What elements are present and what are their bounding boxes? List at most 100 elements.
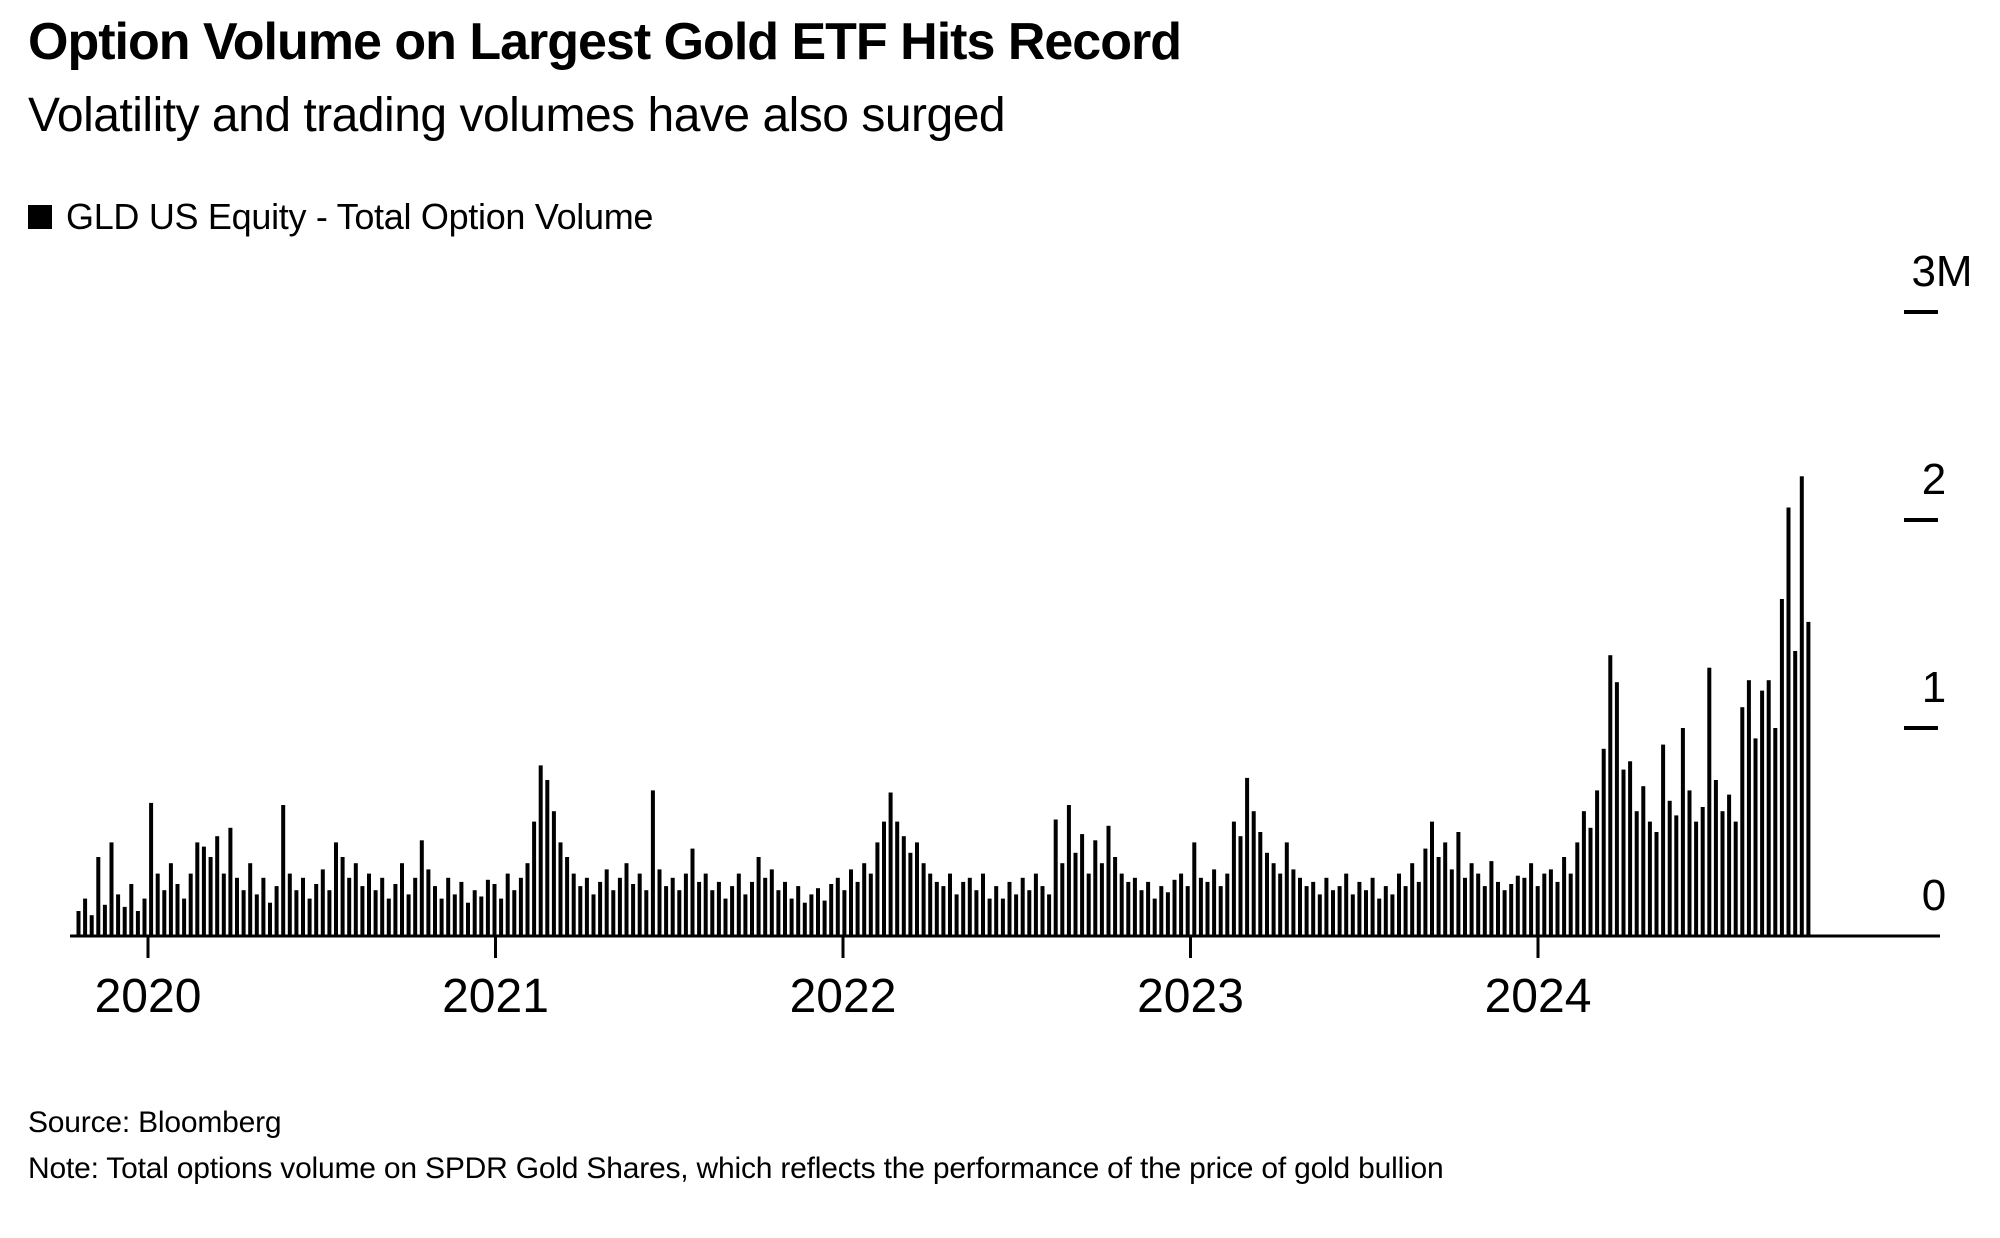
volume-bar: [274, 886, 279, 936]
volume-bar: [1766, 680, 1771, 936]
volume-bar: [1185, 886, 1190, 936]
volume-bar: [835, 877, 840, 936]
volume-bar: [1793, 651, 1798, 936]
volume-bar: [532, 821, 537, 936]
volume-bar: [287, 873, 292, 936]
volume-bar: [466, 902, 470, 936]
volume-bar: [1588, 827, 1593, 936]
volume-bar: [934, 881, 939, 936]
volume-bar: [76, 911, 81, 936]
volume-bar: [816, 888, 820, 936]
volume-bar: [1139, 890, 1144, 936]
volume-bar: [1707, 667, 1712, 936]
volume-bar: [1119, 873, 1124, 936]
volume-bar: [1159, 886, 1164, 936]
volume-bar: [1106, 825, 1111, 936]
volume-bar: [406, 894, 411, 936]
volume-bar: [1621, 769, 1626, 936]
volume-bar: [1416, 881, 1421, 936]
volume-bar: [1172, 879, 1177, 936]
volume-bar: [776, 890, 781, 936]
volume-bar: [347, 877, 352, 936]
volume-bar: [723, 898, 728, 936]
volume-bar: [1027, 890, 1032, 936]
volume-bar: [1060, 863, 1065, 936]
volume-bar: [1278, 873, 1283, 936]
volume-bar: [149, 802, 154, 936]
volume-bar: [1192, 842, 1197, 936]
volume-bar: [89, 915, 94, 936]
volume-bar: [584, 877, 589, 936]
volume-bar: [1727, 794, 1732, 936]
volume-bar: [459, 881, 464, 936]
volume-bar: [703, 873, 708, 936]
volume-bar: [657, 869, 662, 936]
volume-bar: [796, 886, 801, 936]
y-tick-label: 2: [1922, 455, 1946, 504]
volume-bar: [1720, 811, 1725, 936]
volume-bar: [538, 765, 543, 936]
volume-bar: [439, 898, 444, 936]
volume-bar: [268, 902, 272, 936]
volume-bar: [1746, 680, 1751, 936]
volume-bar: [334, 842, 338, 936]
volume-bar: [598, 881, 603, 936]
volume-bar: [1033, 873, 1038, 936]
volume-bar: [809, 894, 814, 936]
volume-bar: [142, 898, 147, 936]
volume-bar: [195, 842, 200, 936]
volume-bar: [908, 852, 913, 936]
volume-bar: [83, 898, 88, 936]
volume-bar: [571, 873, 576, 936]
volume-bar: [1337, 886, 1342, 936]
volume-bar: [512, 890, 517, 936]
volume-bar: [1271, 863, 1276, 936]
volume-bar: [1403, 886, 1408, 936]
volume-bar: [750, 881, 754, 936]
volume-bar: [868, 873, 873, 936]
volume-bar: [1238, 836, 1243, 936]
volume-bar: [1304, 886, 1309, 936]
volume-bar: [1482, 886, 1487, 936]
volume-bar: [1641, 786, 1646, 936]
volume-bar: [1575, 842, 1580, 936]
volume-bar: [1542, 873, 1547, 936]
volume-bar: [215, 836, 220, 936]
volume-bar: [611, 890, 616, 936]
volume-bar: [545, 780, 550, 936]
volume-bar: [1093, 840, 1098, 936]
volume-bar: [1311, 881, 1316, 936]
volume-bar: [1179, 873, 1184, 936]
volume-bar: [485, 879, 490, 936]
volume-bar: [1694, 821, 1699, 936]
volume-bar: [492, 884, 497, 936]
volume-bar: [1126, 881, 1131, 936]
volume-bar: [1568, 873, 1573, 936]
volume-bar: [1601, 748, 1606, 936]
volume-bar: [565, 857, 570, 936]
volume-bar: [1496, 881, 1500, 936]
volume-bar: [1654, 832, 1659, 936]
volume-bar: [974, 890, 979, 936]
legend-label: GLD US Equity - Total Option Volume: [66, 196, 654, 237]
volume-bar: [1509, 884, 1514, 936]
volume-bar: [1535, 886, 1540, 936]
volume-bar: [1548, 869, 1553, 936]
volume-bar: [967, 877, 972, 936]
volume-bar: [1449, 869, 1454, 936]
volume-bar: [1370, 877, 1375, 936]
volume-bar: [380, 877, 385, 936]
volume-bar: [446, 877, 451, 936]
volume-bar: [1515, 875, 1520, 936]
volume-bar: [1489, 861, 1494, 936]
volume-bar: [578, 886, 583, 936]
page-subtitle: Volatility and trading volumes have also…: [28, 89, 1006, 142]
volume-bar: [1245, 777, 1250, 936]
volume-bar: [743, 894, 748, 936]
volume-bar: [1198, 877, 1203, 936]
volume-bar: [1212, 869, 1217, 936]
volume-bar: [763, 877, 768, 936]
volume-bar: [1680, 728, 1685, 936]
volume-bar: [175, 884, 180, 936]
